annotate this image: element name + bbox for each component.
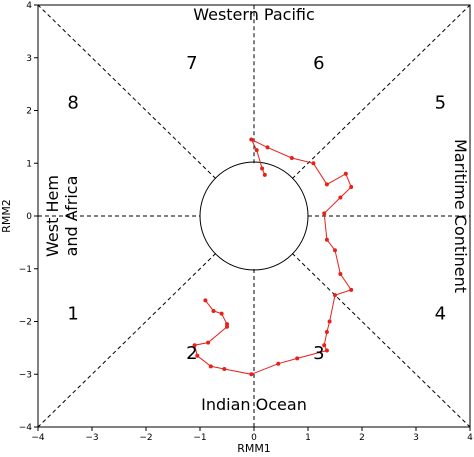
y-tick-label: −3 — [19, 370, 32, 380]
phase-label-1: 1 — [67, 304, 78, 325]
data-point — [324, 182, 329, 187]
region-label-west-hem-africa: West Hemand Africa — [43, 175, 81, 257]
data-point — [192, 343, 197, 348]
axis-ticks: −4 −3 −2 −1 0 1 2 3 4 −4 −3 −2 −1 0 1 2 3 4 — [19, 1, 473, 443]
data-point — [219, 311, 224, 316]
y-tick-label: 2 — [26, 107, 32, 117]
data-point — [333, 248, 337, 253]
x-tick-label: −3 — [85, 433, 98, 443]
data-point — [343, 171, 348, 176]
region-label-indian-ocean: Indian Ocean — [201, 395, 307, 414]
data-point — [311, 161, 316, 166]
phase-label-6: 6 — [313, 53, 324, 74]
y-tick-label: −4 — [19, 423, 33, 433]
data-point — [324, 330, 329, 335]
data-point — [295, 356, 300, 361]
x-tick-label: −4 — [31, 433, 45, 443]
data-point — [225, 322, 229, 327]
phase-label-3: 3 — [313, 343, 324, 364]
y-tick-label: −1 — [19, 265, 32, 275]
data-point — [349, 287, 354, 292]
y-tick-label: 4 — [26, 1, 32, 11]
y-tick-label: −2 — [19, 318, 32, 328]
region-label-western-pacific: Western Pacific — [193, 5, 315, 24]
phase-labels: 1 2 3 4 5 6 7 8 — [67, 53, 446, 364]
data-point — [206, 340, 211, 345]
series-layer — [192, 137, 354, 377]
data-point — [322, 211, 327, 216]
data-point — [338, 272, 343, 277]
chart-labels: RMM1 RMM2 Western Pacific Indian Ocean M… — [0, 5, 470, 455]
phase-label-8: 8 — [67, 93, 78, 114]
phase-label-2: 2 — [186, 343, 197, 364]
x-tick-label: 2 — [359, 433, 365, 443]
data-point — [254, 148, 259, 153]
data-point — [249, 372, 254, 377]
y-tick-label: 3 — [26, 54, 32, 64]
x-tick-label: 0 — [251, 433, 257, 443]
data-point — [249, 137, 254, 142]
data-point — [208, 364, 213, 369]
y-tick-label: 0 — [26, 212, 32, 222]
data-point — [195, 353, 200, 358]
data-point — [203, 298, 208, 303]
data-point — [322, 343, 327, 348]
unit-circle — [199, 161, 309, 271]
data-point — [327, 319, 332, 324]
data-point — [338, 195, 343, 200]
data-point — [262, 172, 267, 177]
x-tick-label: 4 — [467, 433, 473, 443]
phase-label-7: 7 — [186, 53, 197, 74]
data-point — [211, 308, 216, 313]
x-tick-label: 3 — [413, 433, 419, 443]
data-point — [333, 293, 337, 298]
x-tick-label: −2 — [139, 433, 152, 443]
y-tick-label: 1 — [26, 159, 32, 169]
data-point — [349, 184, 354, 189]
guide-diag-sw — [37, 252, 217, 428]
x-tick-label: −1 — [193, 433, 206, 443]
guide-diag-nw — [37, 4, 217, 180]
data-point — [222, 366, 227, 371]
phase-label-4: 4 — [435, 304, 446, 325]
x-axis-label: RMM1 — [237, 442, 271, 455]
guide-diag-se — [291, 252, 471, 428]
data-point — [289, 155, 294, 160]
data-point — [324, 348, 329, 353]
y-axis-label: RMM2 — [0, 199, 13, 233]
region-label-maritime-continent: Maritime Continent — [451, 139, 470, 293]
data-point — [276, 361, 281, 366]
x-tick-label: 1 — [305, 433, 311, 443]
data-point — [260, 166, 265, 171]
phase-label-5: 5 — [435, 93, 446, 114]
phase-guides — [37, 4, 471, 428]
series-line-0 — [193, 138, 352, 375]
data-point — [324, 237, 329, 242]
data-point — [265, 145, 270, 150]
